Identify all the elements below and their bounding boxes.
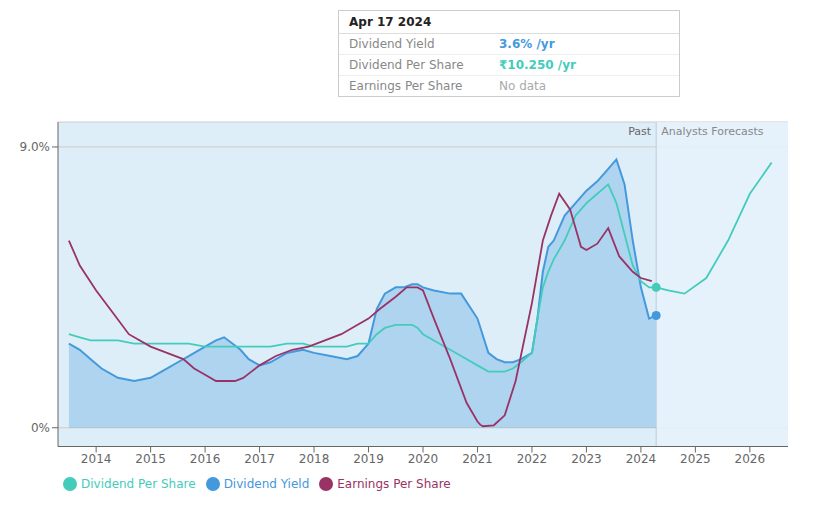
html-text:Earnings Per Share: Earnings Per Share <box>349 79 463 93</box>
html-text:Dividend Per Share: Dividend Per Share <box>349 58 464 72</box>
svg-text:2018: 2018 <box>299 452 330 466</box>
svg-text:2015: 2015 <box>135 452 166 466</box>
html-text:Earnings Per Share: Earnings Per Share <box>337 476 451 491</box>
html-text:No data: No data <box>499 79 547 93</box>
svg-text:2022: 2022 <box>517 452 548 466</box>
html-text:Dividend Yield: Dividend Yield <box>223 476 310 491</box>
svg-text:2019: 2019 <box>353 452 384 466</box>
svg-text:2020: 2020 <box>408 452 439 466</box>
svg-text:2021: 2021 <box>462 452 493 466</box>
html-text:Dividend Per Share: Dividend Per Share <box>81 476 196 491</box>
html-text:3.6% /yr: 3.6% /yr <box>499 37 555 51</box>
html-text:Dividend Yield: Dividend Yield <box>349 37 435 51</box>
svg-text:Past: Past <box>628 125 652 138</box>
html-text:₹10.250 /yr: ₹10.250 /yr <box>499 58 576 72</box>
svg-text:2016: 2016 <box>190 452 221 466</box>
svg-text:0%: 0% <box>31 421 50 435</box>
svg-text:2014: 2014 <box>81 452 112 466</box>
svg-text:2025: 2025 <box>680 452 711 466</box>
svg-text:2024: 2024 <box>626 452 657 466</box>
svg-text:Analysts Forecasts: Analysts Forecasts <box>661 125 764 138</box>
html-text:Apr 17 2024: Apr 17 2024 <box>349 15 432 29</box>
svg-text:2017: 2017 <box>244 452 275 466</box>
svg-text:2023: 2023 <box>571 452 602 466</box>
svg-text:9.0%: 9.0% <box>20 140 51 154</box>
svg-text:2026: 2026 <box>735 452 766 466</box>
